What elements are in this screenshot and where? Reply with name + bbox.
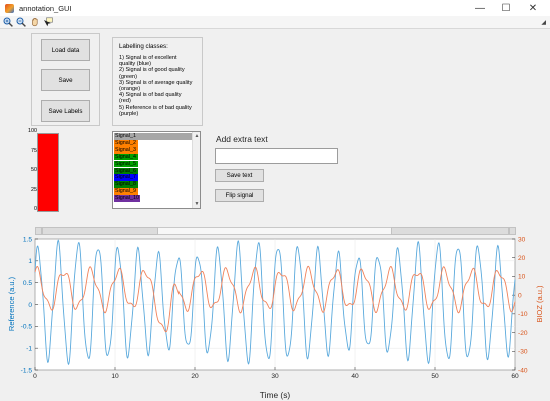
signal-list-item[interactable]: Signal_4	[114, 153, 138, 161]
bioz-series-line	[34, 265, 516, 333]
save-labels-button[interactable]: Save Labels	[41, 100, 90, 122]
scroll-down-icon[interactable]: ▼	[194, 201, 200, 207]
signal-list-item[interactable]: Signal_7	[114, 174, 138, 182]
title-bar: annotation_GUI — ☐ ✕	[0, 0, 550, 16]
zoom-in-icon[interactable]	[3, 17, 13, 27]
signal-list-item[interactable]: Signal_1	[114, 133, 193, 140]
class-description-line: 2) Signal is of good quality	[119, 67, 185, 74]
listbox-scrollbar[interactable]: ▲ ▼	[192, 132, 200, 208]
y-left-tick-label: 1.5	[23, 236, 32, 243]
level-tick-label: 50	[31, 167, 37, 173]
signal-list-item[interactable]: Signal_2	[114, 139, 138, 147]
level-tick-label: 25	[31, 186, 37, 193]
signal-list-item[interactable]: Signal_6	[114, 167, 138, 175]
slider-left-arrow[interactable]	[35, 227, 42, 235]
x-axis-label: Time (s)	[260, 390, 291, 400]
signal-list-item[interactable]: Signal_3	[114, 146, 138, 154]
y-axis-left-label: Reference (a.u.)	[7, 276, 16, 331]
signal-list-item[interactable]: Signal_9	[114, 188, 138, 195]
class-description-line: (red)	[119, 98, 131, 105]
flip-signal-button[interactable]: Flip signal	[215, 189, 264, 202]
pan-hand-icon[interactable]	[30, 17, 40, 27]
y-left-tick-label: -1	[26, 345, 32, 352]
level-tick-label: 75	[31, 147, 37, 154]
class-description-line: 1) Signal is of excellent	[119, 55, 177, 61]
x-tick-label: 20	[191, 373, 199, 380]
save-button[interactable]: Save	[41, 69, 90, 91]
toolbar-grip-icon[interactable]: ◢	[541, 20, 546, 26]
y-right-tick-label: 20	[518, 255, 526, 262]
close-icon[interactable]: ✕	[528, 2, 538, 14]
class-description-line: 3) Signal is of average quality	[119, 79, 193, 86]
y-left-tick-label: 0.5	[23, 280, 32, 287]
signal-list-item[interactable]: Signal_5	[114, 160, 138, 168]
slider-right-segment[interactable]	[391, 227, 509, 235]
level-meter-fill	[38, 134, 58, 211]
level-meter	[37, 133, 59, 212]
y-left-tick-label: 1	[28, 258, 32, 265]
y-left-tick-label: -1.5	[21, 367, 33, 374]
y-right-tick-label: -30	[518, 349, 528, 356]
x-tick-label: 60	[511, 373, 519, 380]
y-right-tick-label: 0	[518, 292, 522, 299]
time-range-slider[interactable]	[35, 227, 516, 235]
window-title: annotation_GUI	[19, 3, 72, 13]
class-description-line: (purple)	[119, 110, 139, 117]
y-axis-right-label: BIOZ (a.u.)	[535, 285, 544, 323]
signal-plot[interactable]: 0 10 20 30 40 50 60 1.5 1 0.5 0 -0.5 -1 -1.5 30 20 10 0 -1…	[0, 231, 550, 401]
class-description-line: 4) Signal is of bad quality	[119, 92, 182, 99]
y-right-tick-label: -20	[518, 330, 528, 337]
y-right-tick-label: 30	[518, 236, 526, 243]
data-cursor-icon[interactable]	[43, 17, 53, 27]
class-description-line: (green)	[119, 73, 138, 80]
matlab-figure-icon	[5, 3, 14, 13]
x-tick-label: 40	[351, 373, 359, 380]
y-left-tick-label: -0.5	[21, 324, 33, 331]
extra-text-input[interactable]	[215, 148, 338, 164]
file-actions-panel: Load data Save Save Labels	[31, 33, 100, 126]
signal-list-item[interactable]: Signal_8	[114, 181, 138, 189]
x-tick-label: 10	[111, 373, 119, 380]
labelling-classes-title: Labelling classes:	[119, 43, 168, 50]
figure-toolbar: ◢	[0, 16, 550, 29]
level-tick-label: 100	[28, 128, 37, 134]
slider-right-arrow[interactable]	[509, 227, 516, 235]
load-data-button[interactable]: Load data	[41, 39, 90, 61]
maximize-icon[interactable]: ☐	[501, 2, 511, 14]
level-tick-label: 0	[34, 206, 37, 212]
save-text-button[interactable]: Save text	[215, 169, 264, 182]
add-extra-text-title: Add extra text	[216, 134, 268, 144]
y-right-tick-label: 10	[518, 274, 526, 281]
labelling-classes-panel: Labelling classes: 1) Signal is of excel…	[112, 37, 203, 126]
class-description-line: quality (blue)	[119, 61, 152, 68]
class-description-line: 5) Reference is of bad quality	[119, 104, 192, 111]
slider-left-segment[interactable]	[42, 227, 158, 235]
x-tick-label: 50	[431, 373, 439, 380]
x-tick-label: 30	[271, 373, 279, 380]
y-right-tick-label: -40	[518, 367, 528, 374]
class-description-line: (orange)	[119, 86, 141, 92]
scroll-up-icon[interactable]: ▲	[194, 133, 200, 139]
y-left-tick-label: 0	[28, 302, 32, 309]
minimize-icon[interactable]: —	[475, 2, 485, 14]
signal-list-item[interactable]: Signal_10	[114, 195, 140, 202]
zoom-out-icon[interactable]	[16, 17, 26, 27]
signal-listbox[interactable]: Signal_1 Signal_2 Signal_3 Signal_4 Signal_5…	[112, 131, 201, 209]
reference-series-line	[34, 239, 516, 366]
x-tick-label: 0	[33, 373, 37, 380]
y-right-tick-label: -10	[518, 311, 528, 318]
level-meter-axis: 100 75 50 25 0	[22, 128, 38, 214]
